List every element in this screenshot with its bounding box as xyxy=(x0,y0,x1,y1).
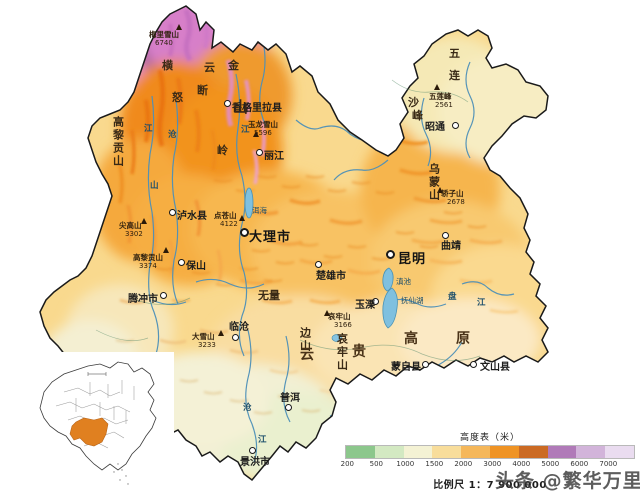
china-outline xyxy=(39,361,157,471)
province-boundary xyxy=(39,5,549,482)
legend-tick-4000: 4000 xyxy=(512,460,531,468)
city-marker-9 xyxy=(452,122,459,129)
legend-swatch-3 xyxy=(432,446,462,458)
legend-tick-1500: 1500 xyxy=(425,460,444,468)
city-marker-5 xyxy=(160,292,167,299)
legend-tick-7000: 7000 xyxy=(599,460,618,468)
peak-marker-0 xyxy=(176,24,182,30)
legend-swatch-8 xyxy=(576,446,606,458)
city-marker-4 xyxy=(178,259,185,266)
legend-tick-labels: 200 500 1000 1500 2000 3000 4000 5000 6000 7000 xyxy=(341,460,635,472)
legend-tick-5000: 5000 xyxy=(541,460,560,468)
legend-tick-200: 200 xyxy=(340,460,354,468)
south-sea-islands xyxy=(113,463,129,485)
legend-swatch-6 xyxy=(518,446,548,458)
legend-swatch-0 xyxy=(346,446,375,458)
legend-title: 高度表（米） xyxy=(459,433,520,443)
river-network xyxy=(147,35,515,463)
city-marker-3 xyxy=(240,228,249,237)
city-marker-8 xyxy=(442,232,449,239)
legend-tick-1000: 1000 xyxy=(396,460,415,468)
city-marker-13 xyxy=(249,447,256,454)
map-scale-label: 比例尺 1：7 900 000 xyxy=(433,480,547,491)
legend-swatch-4 xyxy=(461,446,490,458)
lakes xyxy=(244,187,398,342)
peak-marker-6 xyxy=(437,187,443,193)
city-marker-12 xyxy=(285,404,292,411)
peak-marker-5 xyxy=(434,84,440,90)
city-marker-1 xyxy=(256,149,263,156)
china-locator-inset xyxy=(22,352,174,494)
legend-tick-3000: 3000 xyxy=(483,460,502,468)
city-marker-14 xyxy=(422,361,429,368)
peak-marker-8 xyxy=(324,310,330,316)
city-marker-6 xyxy=(315,261,322,268)
peak-marker-2 xyxy=(239,215,245,221)
city-marker-15 xyxy=(470,361,477,368)
legend-swatch-9 xyxy=(605,446,634,458)
peak-marker-4 xyxy=(141,218,147,224)
city-marker-11 xyxy=(232,334,239,341)
peak-marker-3 xyxy=(163,247,169,253)
legend-tick-2000: 2000 xyxy=(454,460,473,468)
legend-swatch-5 xyxy=(489,446,519,458)
city-marker-0 xyxy=(224,100,231,107)
city-marker-2 xyxy=(169,209,176,216)
city-marker-10 xyxy=(372,298,379,305)
legend-swatch-7 xyxy=(547,446,577,458)
city-marker-7 xyxy=(386,250,395,259)
peak-marker-7 xyxy=(218,330,224,336)
watermark-text: 头条 @繁华万里 xyxy=(495,470,640,492)
legend-color-bar xyxy=(345,445,635,459)
inset-scale-bar xyxy=(87,372,107,376)
yunnan-highlight xyxy=(69,417,109,447)
elevation-legend: 高度表（米） 200 500 1000 1500 2000 3000 4000 5000 600… xyxy=(341,430,635,491)
peak-marker-1 xyxy=(253,131,259,137)
prefecture-boundaries xyxy=(95,79,481,361)
legend-swatch-1 xyxy=(374,446,404,458)
legend-tick-6000: 6000 xyxy=(570,460,589,468)
legend-swatch-2 xyxy=(403,446,433,458)
legend-tick-500: 500 xyxy=(369,460,383,468)
